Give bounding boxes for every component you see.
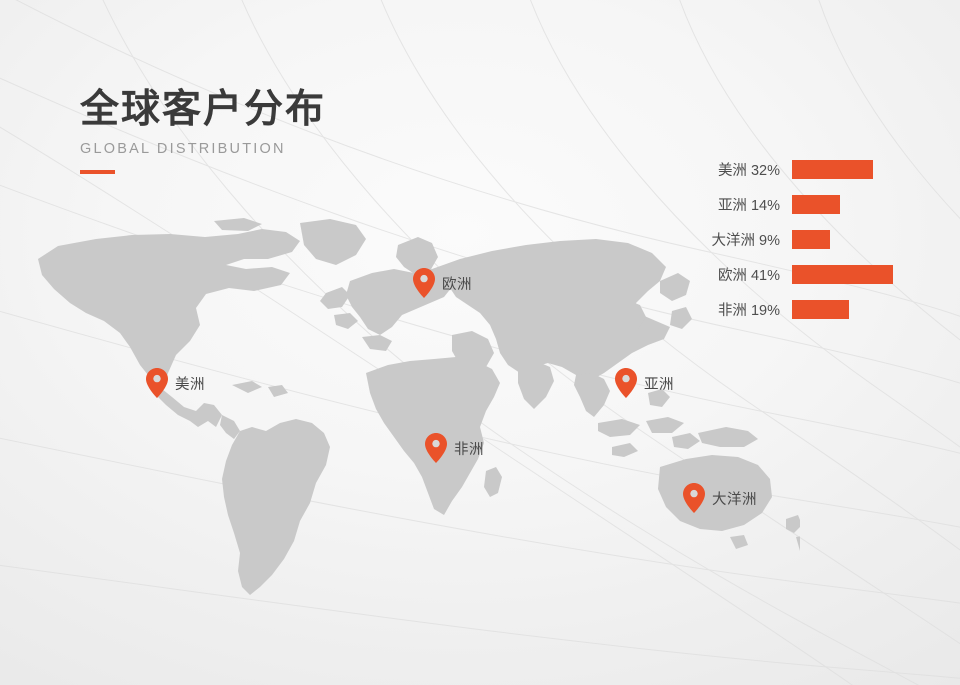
map-pin-label: 非洲 <box>454 441 484 458</box>
map-pin-label: 亚洲 <box>644 376 674 393</box>
chart-bar <box>792 265 893 284</box>
map-pin-americas[interactable]: 美洲 <box>146 368 205 398</box>
chart-bar <box>792 300 849 319</box>
chart-row[interactable]: 大洋洲 9% <box>700 222 930 257</box>
page-title: 全球客户分布 <box>80 88 327 131</box>
chart-row[interactable]: 非洲 19% <box>700 292 930 327</box>
map-pin-label: 大洋洲 <box>712 491 757 508</box>
chart-row-label: 大洋洲 9% <box>711 233 781 249</box>
location-pin-icon <box>683 483 705 513</box>
map-pin-label: 美洲 <box>175 376 205 393</box>
chart-row-label: 非洲 19% <box>717 303 780 319</box>
chart-row-label: 欧洲 41% <box>717 268 780 284</box>
map-pin-europe[interactable]: 欧洲 <box>413 268 472 298</box>
chart-bar <box>792 195 840 214</box>
world-map <box>0 215 800 615</box>
chart-row[interactable]: 亚洲 14% <box>700 187 930 222</box>
map-pin-oceania[interactable]: 大洋洲 <box>683 483 757 513</box>
chart-row[interactable]: 美洲 32% <box>700 152 930 187</box>
distribution-bar-chart: 美洲 32% 亚洲 14% 大洋洲 9% 欧洲 41% 非洲 19% <box>700 152 930 327</box>
accent-underline <box>80 169 115 174</box>
header: 全球客户分布 GLOBAL DISTRIBUTION <box>80 88 326 174</box>
map-pin-label: 欧洲 <box>442 276 472 293</box>
map-pin-africa[interactable]: 非洲 <box>425 433 484 463</box>
location-pin-icon <box>615 368 637 398</box>
chart-row-label: 亚洲 14% <box>717 198 780 214</box>
chart-row-label: 美洲 32% <box>717 163 780 179</box>
location-pin-icon <box>413 268 435 298</box>
page-subtitle: GLOBAL DISTRIBUTION <box>80 140 286 157</box>
map-pin-asia[interactable]: 亚洲 <box>615 368 674 398</box>
chart-bar <box>792 230 830 249</box>
chart-bar <box>792 160 873 179</box>
location-pin-icon <box>425 433 447 463</box>
chart-row[interactable]: 欧洲 41% <box>700 257 930 292</box>
location-pin-icon <box>146 368 168 398</box>
world-map-svg <box>38 218 800 595</box>
